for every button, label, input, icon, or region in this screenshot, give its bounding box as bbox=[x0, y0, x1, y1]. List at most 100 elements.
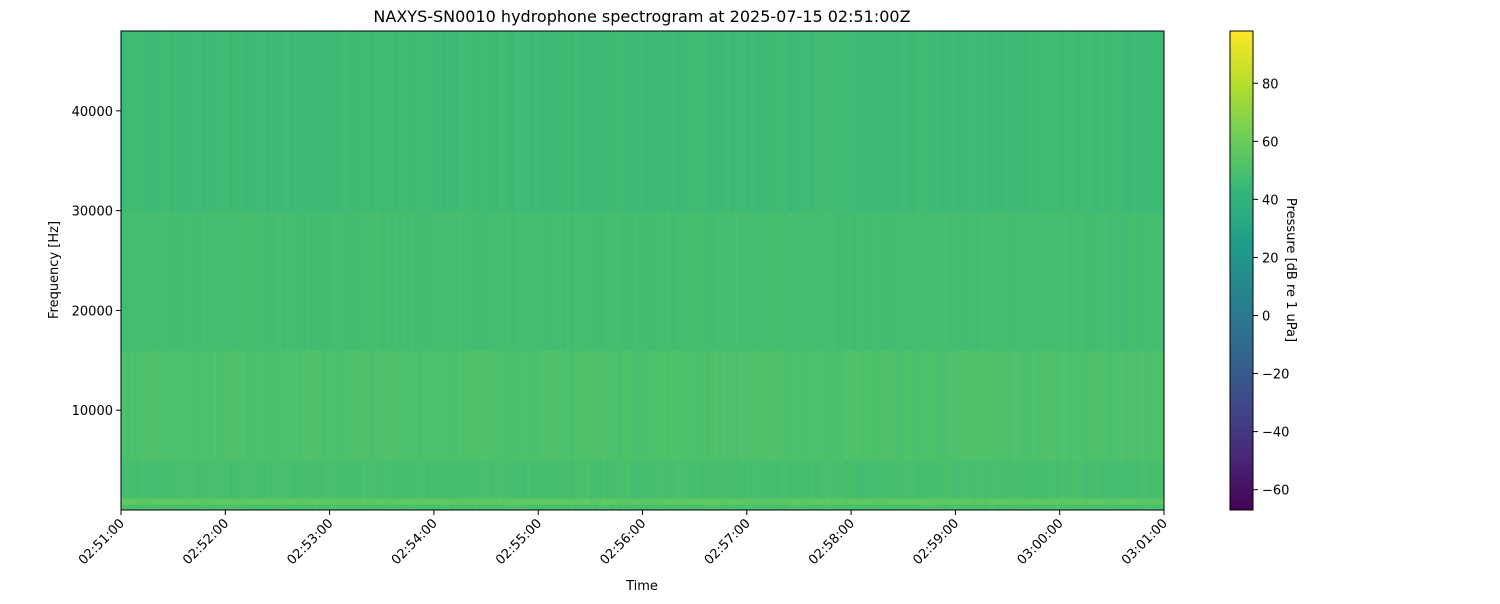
heatmap-cell bbox=[1147, 498, 1153, 505]
heatmap-cell bbox=[594, 31, 599, 212]
heatmap-cell bbox=[718, 31, 724, 212]
heatmap-cell bbox=[429, 31, 435, 212]
heatmap-cell bbox=[851, 460, 856, 499]
heatmap-cell bbox=[1095, 460, 1101, 499]
heatmap-cell bbox=[670, 210, 676, 351]
heatmap-cell bbox=[766, 210, 772, 351]
heatmap-cell bbox=[289, 350, 295, 461]
heatmap-cell bbox=[963, 460, 969, 499]
heatmap-cell bbox=[574, 504, 579, 510]
heatmap-cell bbox=[1159, 31, 1164, 212]
heatmap-cell bbox=[401, 460, 407, 499]
heatmap-cell bbox=[963, 31, 969, 212]
heatmap-cell bbox=[241, 210, 246, 351]
heatmap-cell bbox=[185, 504, 190, 510]
heatmap-cell bbox=[277, 498, 283, 505]
heatmap-cell bbox=[670, 460, 676, 499]
heatmap-cell bbox=[975, 504, 981, 510]
heatmap-cell bbox=[261, 460, 267, 499]
heatmap-cell bbox=[1091, 498, 1097, 505]
heatmap-cell bbox=[582, 498, 587, 505]
heatmap-cell bbox=[137, 498, 142, 505]
heatmap-cell bbox=[421, 498, 427, 505]
heatmap-cell bbox=[229, 210, 234, 351]
heatmap-cell bbox=[899, 460, 904, 499]
heatmap-cell bbox=[421, 210, 427, 351]
heatmap-cell bbox=[859, 460, 864, 499]
heatmap-cell bbox=[550, 31, 555, 212]
heatmap-cell bbox=[674, 210, 680, 351]
heatmap-cell bbox=[1123, 31, 1129, 212]
heatmap-cell bbox=[1135, 498, 1141, 505]
heatmap-cell bbox=[658, 31, 664, 212]
heatmap-cell bbox=[682, 31, 688, 212]
heatmap-cell bbox=[1079, 504, 1085, 510]
heatmap-cell bbox=[233, 504, 238, 510]
heatmap-cell bbox=[630, 350, 636, 461]
heatmap-cell bbox=[598, 460, 603, 499]
heatmap-cell bbox=[153, 504, 158, 510]
heatmap-cell bbox=[185, 498, 190, 505]
heatmap-cell bbox=[137, 504, 142, 510]
heatmap-cell bbox=[237, 31, 242, 212]
heatmap-cell bbox=[827, 31, 832, 212]
heatmap-cell bbox=[879, 498, 884, 505]
heatmap-cell bbox=[1051, 210, 1057, 351]
heatmap-cell bbox=[758, 31, 764, 212]
heatmap-cell bbox=[574, 210, 579, 351]
heatmap-cell bbox=[205, 350, 210, 461]
heatmap-cell bbox=[329, 31, 335, 212]
heatmap-cell bbox=[658, 350, 664, 461]
heatmap-cell bbox=[634, 460, 640, 499]
heatmap-cell bbox=[169, 350, 174, 461]
heatmap-cell bbox=[1023, 504, 1029, 510]
heatmap-cell bbox=[393, 460, 399, 499]
heatmap-cell bbox=[1019, 350, 1025, 461]
heatmap-cell bbox=[345, 460, 351, 499]
x-tick-label: 02:51:00 bbox=[76, 516, 128, 568]
heatmap-cell bbox=[429, 460, 435, 499]
heatmap-cell bbox=[1127, 498, 1133, 505]
heatmap-cell bbox=[385, 504, 391, 510]
heatmap-cell bbox=[610, 210, 616, 351]
heatmap-cell bbox=[855, 498, 860, 505]
heatmap-cell bbox=[389, 498, 395, 505]
heatmap-cell bbox=[498, 31, 503, 212]
heatmap-cell bbox=[1115, 31, 1121, 212]
heatmap-cell bbox=[125, 210, 130, 351]
heatmap-cell bbox=[169, 498, 174, 505]
heatmap-cell bbox=[654, 460, 660, 499]
heatmap-cell bbox=[863, 31, 868, 212]
heatmap-cell bbox=[393, 31, 399, 212]
heatmap-cell bbox=[249, 31, 254, 212]
heatmap-cell bbox=[823, 350, 828, 461]
heatmap-cell bbox=[530, 350, 535, 461]
heatmap-cell bbox=[1087, 498, 1093, 505]
heatmap-cell bbox=[851, 498, 856, 505]
heatmap-cell bbox=[831, 460, 836, 499]
heatmap-cell bbox=[594, 504, 599, 510]
heatmap-cell bbox=[1007, 504, 1013, 510]
heatmap-cell bbox=[538, 460, 543, 499]
heatmap-cell bbox=[293, 460, 299, 499]
heatmap-cell bbox=[955, 210, 961, 351]
heatmap-cell bbox=[790, 31, 796, 212]
heatmap-cell bbox=[301, 350, 307, 461]
heatmap-cell bbox=[754, 460, 760, 499]
heatmap-cell bbox=[554, 460, 559, 499]
heatmap-cell bbox=[847, 460, 852, 499]
heatmap-cell bbox=[486, 210, 491, 351]
heatmap-cell bbox=[1043, 498, 1049, 505]
heatmap-cell bbox=[710, 350, 716, 461]
heatmap-cell bbox=[871, 460, 876, 499]
heatmap-cell bbox=[951, 504, 956, 510]
heatmap-cell bbox=[574, 31, 579, 212]
heatmap-cell bbox=[245, 31, 250, 212]
heatmap-cell bbox=[482, 31, 487, 212]
heatmap-cell bbox=[750, 504, 756, 510]
heatmap-cell bbox=[590, 504, 595, 510]
heatmap-cell bbox=[750, 498, 756, 505]
heatmap-cell bbox=[181, 210, 186, 351]
heatmap-cell bbox=[229, 504, 234, 510]
heatmap-cell bbox=[297, 460, 303, 499]
